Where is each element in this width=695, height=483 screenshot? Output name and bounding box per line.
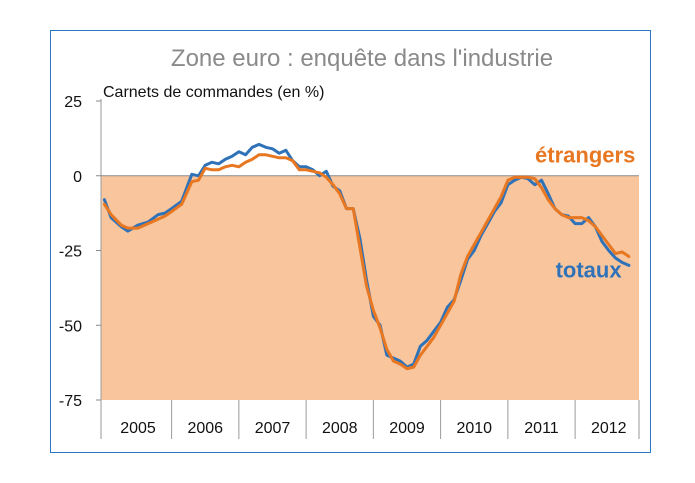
x-tick-label: 2010 bbox=[456, 420, 492, 437]
y-tick-label: 25 bbox=[64, 94, 82, 111]
x-tick-label: 2007 bbox=[255, 420, 291, 437]
y-tick-label: -50 bbox=[59, 318, 82, 335]
series-label-etrangers: étrangers bbox=[535, 142, 635, 167]
x-tick-label: 2006 bbox=[187, 420, 223, 437]
x-tick-label: 2012 bbox=[591, 420, 627, 437]
y-axis-label: Carnets de commandes (en %) bbox=[103, 84, 324, 101]
negative-region bbox=[101, 175, 639, 400]
x-tick-label: 2009 bbox=[389, 420, 425, 437]
x-tick-label: 2008 bbox=[322, 420, 358, 437]
plot-area: 25 0 -25 -50 -75 2005 2006 2007 2008 2009 2010 2011… bbox=[59, 94, 640, 439]
y-tick-label: -75 bbox=[59, 393, 82, 410]
chart-title: Zone euro : enquête dans l'industrie bbox=[171, 45, 553, 72]
x-tick-label: 2011 bbox=[524, 420, 559, 437]
y-tick-label: 0 bbox=[73, 169, 82, 186]
series-line-etrangers bbox=[102, 153, 631, 371]
x-tick-label: 2005 bbox=[120, 420, 156, 437]
y-tick-label: -25 bbox=[59, 244, 82, 261]
series-label-totaux: totaux bbox=[556, 257, 623, 282]
